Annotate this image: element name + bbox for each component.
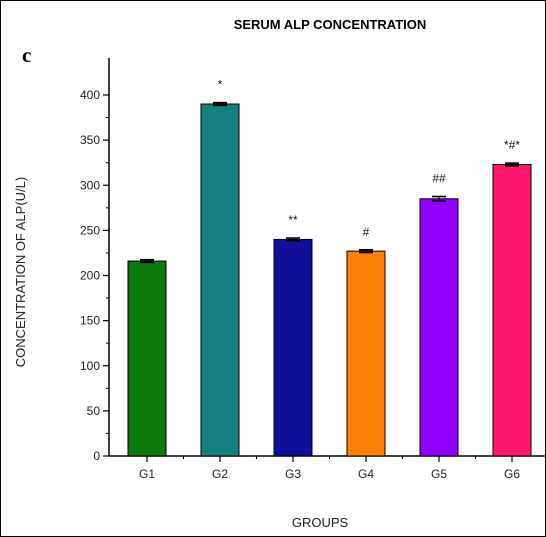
error-bar-g1 — [140, 258, 154, 264]
panel-label: c — [22, 43, 31, 67]
bars — [127, 103, 532, 457]
bar-g1 — [127, 260, 167, 457]
x-tick-label-g2: G2 — [212, 467, 228, 481]
significance-mark-g3: ** — [288, 213, 298, 227]
x-tick-label-g1: G1 — [139, 467, 155, 481]
x-tick-label-g4: G4 — [358, 467, 374, 481]
error-bar-g3 — [286, 237, 300, 242]
error-bar-g5 — [432, 195, 446, 202]
x-tick-label-g3: G3 — [285, 467, 301, 481]
significance-marks: ***###*#* — [218, 78, 521, 239]
x-tick-label-g5: G5 — [431, 467, 447, 481]
y-tick-label: 350 — [80, 133, 100, 147]
error-bar-g6 — [505, 162, 519, 167]
x-tick-label-g6: G6 — [504, 467, 520, 481]
bar-g6 — [492, 163, 532, 457]
bar-g4 — [346, 250, 386, 457]
y-tick-label: 0 — [93, 449, 100, 463]
y-tick-label: 300 — [80, 178, 100, 192]
x-axis-label: GROUPS — [292, 515, 349, 530]
significance-mark-g5: ## — [432, 172, 446, 186]
significance-mark-g4: # — [363, 225, 370, 239]
significance-mark-g2: * — [218, 78, 223, 92]
y-tick-label: 50 — [87, 404, 101, 418]
chart-title: SERUM ALP CONCENTRATION — [234, 17, 427, 32]
bar-g5 — [419, 198, 459, 457]
bar-g3 — [273, 238, 313, 457]
y-tick-label: 400 — [80, 88, 100, 102]
error-bar-g2 — [213, 101, 227, 107]
error-bars — [140, 101, 519, 264]
x-tick-labels: G1 G2 G3 G4 G5 G6 — [139, 467, 520, 481]
error-bar-g4 — [359, 248, 373, 254]
significance-mark-g6: *#* — [504, 138, 520, 152]
y-tick-label: 100 — [80, 359, 100, 373]
y-tick-label: 250 — [80, 223, 100, 237]
y-axis-label: CONCENTRATION OF ALP(U/L) — [13, 177, 28, 367]
y-tick-label: 150 — [80, 314, 100, 328]
y-tick-labels: 0 50 100 150 200 250 300 350 400 — [80, 88, 100, 463]
bar-g2 — [200, 103, 240, 457]
axes — [103, 58, 545, 462]
y-tick-label: 200 — [80, 269, 100, 283]
